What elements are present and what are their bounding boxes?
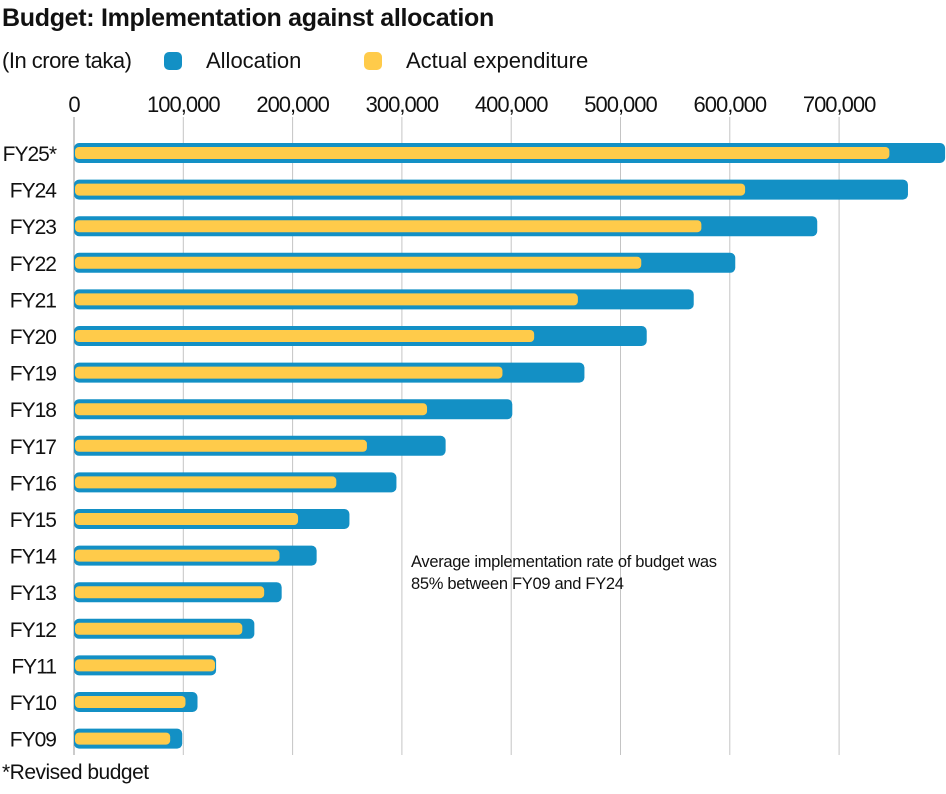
annotation-line-2: 85% between FY09 and FY24	[411, 575, 624, 593]
category-label: FY09	[10, 729, 57, 752]
legend-label-allocation: Allocation	[206, 48, 302, 73]
actual-expenditure-bar	[75, 732, 171, 745]
actual-expenditure-bar	[75, 256, 642, 269]
actual-expenditure-bar	[75, 586, 265, 599]
category-label: FY15	[10, 509, 57, 532]
x-tick-label: 300,000	[366, 92, 439, 117]
x-tick-label: 400,000	[475, 92, 548, 117]
category-label: FY16	[10, 472, 57, 495]
allocation-swatch-icon	[164, 52, 182, 70]
x-tick-label: 200,000	[256, 92, 329, 117]
legend-label-actual: Actual expenditure	[406, 48, 589, 73]
x-tick-label: 500,000	[584, 92, 657, 117]
actual-expenditure-bar	[75, 330, 535, 342]
annotation: Average implementation rate of budget wa…	[411, 551, 751, 595]
category-label: FY21	[10, 289, 57, 312]
category-label: FY11	[11, 655, 56, 678]
actual-expenditure-bar	[75, 659, 215, 672]
actual-expenditure-bar	[75, 439, 367, 452]
category-label: FY12	[10, 619, 57, 642]
x-tick-label: 100,000	[147, 92, 220, 117]
chart-title: Budget: Implementation against allocatio…	[2, 4, 494, 32]
category-label: FY17	[10, 436, 57, 459]
actual-expenditure-bar	[75, 549, 280, 562]
category-label: FY23	[10, 216, 57, 239]
category-label: FY18	[10, 399, 57, 422]
actual-expenditure-bar	[75, 476, 337, 489]
legend: (In crore taka) Allocation Actual expend…	[0, 48, 946, 78]
actual-expenditure-bar	[75, 513, 299, 525]
x-tick-label: 600,000	[694, 92, 767, 117]
actual-expenditure-bar	[75, 403, 428, 416]
category-label: FY10	[10, 692, 57, 715]
actual-swatch-icon	[364, 52, 382, 70]
category-label: FY25*	[3, 143, 57, 166]
actual-expenditure-bar	[75, 147, 890, 159]
category-label: FY14	[10, 546, 58, 569]
x-tick-label: 700,000	[803, 92, 876, 117]
category-label: FY22	[10, 253, 57, 276]
actual-expenditure-bar	[75, 696, 186, 708]
unit-label: (In crore taka)	[2, 48, 132, 73]
legend-item-allocation: Allocation	[164, 48, 301, 74]
annotation-line-1: Average implementation rate of budget wa…	[411, 553, 717, 571]
actual-expenditure-bar	[75, 366, 503, 379]
x-tick-label: 0	[68, 92, 80, 117]
actual-expenditure-bar	[75, 220, 702, 233]
category-label: FY24	[10, 180, 58, 203]
legend-item-actual: Actual expenditure	[364, 48, 588, 74]
actual-expenditure-bar	[75, 183, 746, 196]
actual-expenditure-bar	[75, 293, 578, 306]
category-label: FY19	[10, 363, 57, 386]
category-label: FY20	[10, 326, 57, 349]
category-label: FY13	[10, 582, 57, 605]
footnote: *Revised budget	[2, 761, 149, 784]
actual-expenditure-bar	[75, 622, 243, 635]
